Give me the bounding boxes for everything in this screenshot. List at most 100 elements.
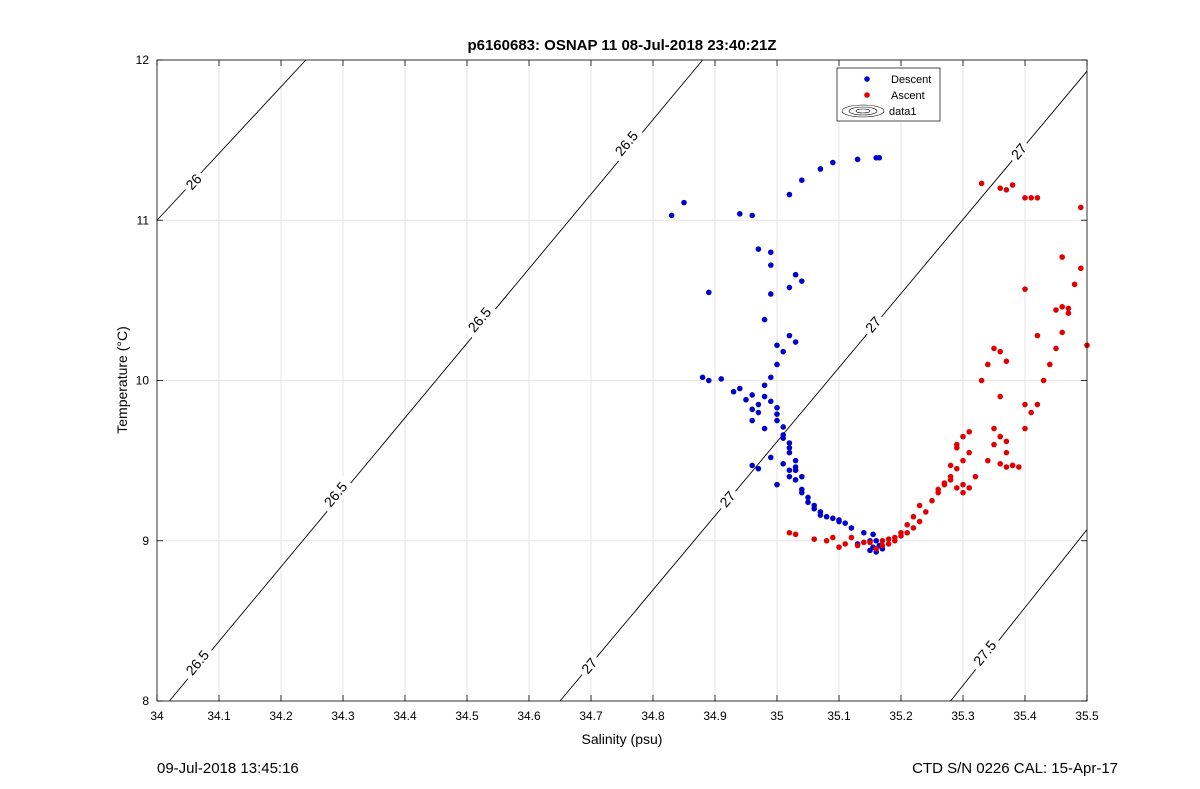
contour-label-bg (608, 124, 645, 163)
descent-point (799, 177, 805, 183)
descent-point (823, 513, 830, 520)
ascent-point (1053, 307, 1059, 313)
ascent-point (978, 180, 985, 187)
descent-point (876, 154, 883, 161)
ascent-point (1071, 281, 1078, 288)
descent-point (780, 424, 786, 430)
legend: Descent Ascent data1 (836, 67, 941, 122)
ascent-point (1022, 401, 1028, 408)
descent-point (730, 388, 737, 395)
ascent-point (991, 441, 997, 448)
x-tick-label: 34.8 (641, 709, 665, 723)
ascent-point (1022, 195, 1028, 201)
descent-point (761, 382, 768, 389)
descent-point (780, 435, 786, 441)
data-points (668, 154, 1090, 555)
descent-point (786, 467, 793, 474)
legend-descent-marker (864, 76, 870, 82)
descent-point (761, 316, 768, 323)
x-tick-label: 34.6 (517, 709, 541, 723)
ascent-point (997, 185, 1003, 191)
descent-point (768, 291, 774, 297)
ascent-point (792, 531, 799, 538)
descent-point (755, 401, 762, 408)
contour-label-bg (1005, 137, 1033, 166)
x-axis-label: Salinity (psu) (582, 731, 663, 747)
axis-ticks: 34 34.1 34.2 34.3 34.4 34.5 34.6 34.7 34.8 34.9 35… (136, 53, 1099, 723)
descent-point (792, 271, 799, 278)
ascent-point (1078, 265, 1084, 272)
legend-ascent-label: Ascent (891, 90, 925, 102)
ascent-point (916, 502, 923, 509)
ascent-point (1003, 449, 1010, 456)
ascent-point (892, 537, 898, 544)
x-tick-label: 34.7 (579, 709, 603, 723)
grid-lines (157, 60, 1087, 701)
y-tick-label: 8 (142, 694, 149, 708)
ascent-point (786, 529, 793, 536)
ascent-point (910, 525, 917, 531)
ascent-point (1047, 361, 1053, 368)
ascent-point (954, 465, 960, 472)
ascent-point (972, 473, 979, 480)
x-tick-label: 34 (150, 709, 164, 723)
ascent-point (904, 521, 910, 528)
x-tick-label: 34.2 (269, 709, 293, 723)
x-tick-label: 35 (770, 709, 784, 723)
ascent-point (1065, 310, 1072, 316)
descent-point (786, 284, 793, 291)
legend-data1-label: data1 (889, 106, 917, 118)
descent-point (761, 425, 768, 432)
descent-point (755, 246, 762, 252)
descent-point (792, 457, 799, 464)
ascent-point (929, 497, 935, 504)
ascent-point (978, 377, 985, 384)
descent-point (786, 440, 793, 446)
descent-point (768, 249, 774, 256)
y-axis-label: Temperature (°C) (114, 326, 130, 434)
ascent-point (941, 480, 948, 486)
descent-point (842, 520, 848, 526)
descent-point (786, 473, 793, 480)
descent-point (786, 445, 793, 451)
ascent-point (1078, 204, 1084, 211)
descent-point (799, 278, 805, 284)
ascent-point (1059, 254, 1065, 260)
descent-point (848, 525, 855, 531)
descent-point (805, 499, 811, 506)
descent-point (768, 454, 774, 461)
legend-descent-label: Descent (891, 74, 931, 86)
descent-point (737, 385, 743, 392)
descent-point (768, 262, 774, 268)
x-tick-label: 34.1 (207, 709, 231, 723)
descent-point (755, 465, 762, 472)
ascent-point (1022, 286, 1028, 292)
ascent-point (997, 433, 1003, 440)
density-contour-line (169, 59, 703, 702)
ascent-point (823, 537, 830, 544)
descent-point (749, 212, 755, 219)
ascent-point (1028, 195, 1034, 201)
y-tick-label: 12 (136, 53, 150, 67)
ascent-point (916, 518, 923, 525)
descent-point (774, 404, 780, 411)
ascent-point (1034, 332, 1041, 339)
descent-point (805, 494, 811, 501)
descent-point (706, 289, 712, 296)
contour-label-bg (714, 485, 741, 513)
ascent-point (898, 529, 904, 536)
ascent-point (923, 509, 929, 515)
ascent-point (954, 445, 960, 451)
x-tick-label: 34.5 (455, 709, 479, 723)
ascent-point (879, 537, 886, 544)
ascent-point (997, 393, 1003, 400)
x-tick-label: 35.5 (1075, 709, 1099, 723)
descent-point (792, 464, 799, 470)
ascent-point (935, 486, 941, 493)
ascent-point (1003, 187, 1010, 193)
ascent-point (842, 541, 848, 547)
descent-point (774, 411, 780, 417)
contour-label-bg (859, 310, 887, 339)
ascent-point (854, 542, 861, 549)
